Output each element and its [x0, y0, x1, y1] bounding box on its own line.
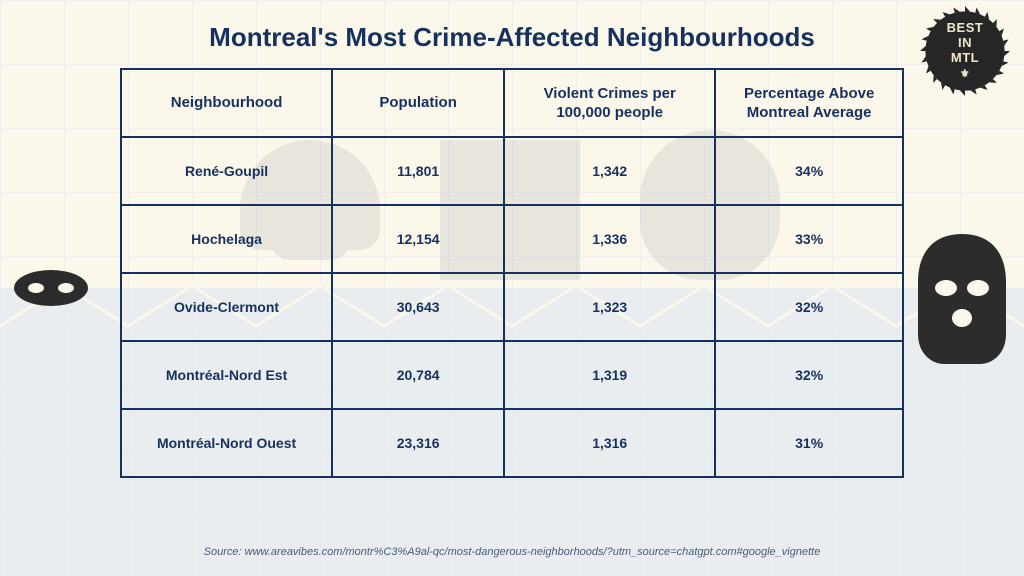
table-cell: 1,342	[504, 137, 715, 205]
table-cell: Ovide-Clermont	[121, 273, 332, 341]
table-cell: 12,154	[332, 205, 504, 273]
col-violent-crimes: Violent Crimes per 100,000 people	[504, 69, 715, 137]
table-cell: 11,801	[332, 137, 504, 205]
best-in-mtl-badge: BEST IN MTL ⚜	[926, 12, 1004, 90]
badge-line2: IN	[958, 36, 972, 51]
table-cell: 23,316	[332, 409, 504, 477]
crime-table: Neighbourhood Population Violent Crimes …	[120, 68, 904, 478]
table-cell: 33%	[715, 205, 903, 273]
table-cell: 31%	[715, 409, 903, 477]
table-cell: 1,323	[504, 273, 715, 341]
table-cell: René-Goupil	[121, 137, 332, 205]
page-title: Montreal's Most Crime-Affected Neighbour…	[0, 22, 1024, 53]
table-row: Montréal-Nord Ouest23,3161,31631%	[121, 409, 903, 477]
fleur-de-lis-icon: ⚜	[960, 68, 970, 81]
eye-mask-icon	[14, 268, 88, 308]
col-neighbourhood: Neighbourhood	[121, 69, 332, 137]
table-cell: 20,784	[332, 341, 504, 409]
table-cell: 34%	[715, 137, 903, 205]
badge-line1: BEST	[947, 21, 984, 36]
table-cell: 1,336	[504, 205, 715, 273]
table-row: Ovide-Clermont30,6431,32332%	[121, 273, 903, 341]
table-cell: 32%	[715, 273, 903, 341]
badge-line3: MTL	[951, 51, 979, 66]
table-cell: 1,319	[504, 341, 715, 409]
table-cell: 1,316	[504, 409, 715, 477]
source-citation: Source: www.areavibes.com/montr%C3%A9al-…	[0, 546, 1024, 558]
table-cell: Montréal-Nord Ouest	[121, 409, 332, 477]
table-row: René-Goupil11,8011,34234%	[121, 137, 903, 205]
col-pct-above-avg: Percentage Above Montreal Average	[715, 69, 903, 137]
table-cell: Montréal-Nord Est	[121, 341, 332, 409]
table-row: Montréal-Nord Est20,7841,31932%	[121, 341, 903, 409]
col-population: Population	[332, 69, 504, 137]
table-cell: 30,643	[332, 273, 504, 341]
table-row: Hochelaga12,1541,33633%	[121, 205, 903, 273]
balaclava-icon	[914, 234, 1010, 364]
table-cell: Hochelaga	[121, 205, 332, 273]
table-cell: 32%	[715, 341, 903, 409]
table-header-row: Neighbourhood Population Violent Crimes …	[121, 69, 903, 137]
